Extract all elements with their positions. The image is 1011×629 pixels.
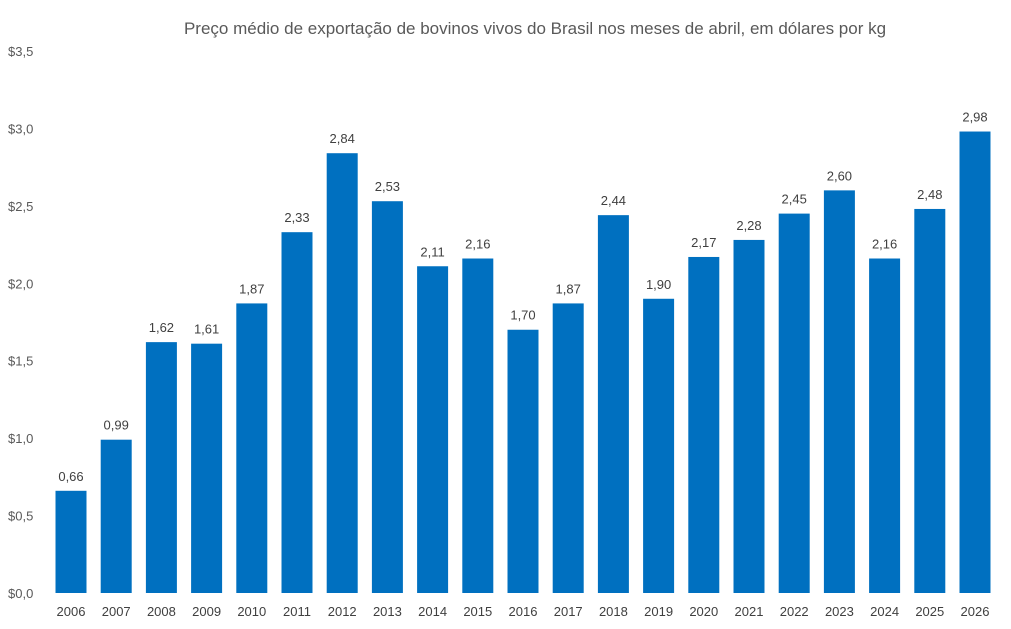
chart-title: Preço médio de exportação de bovinos viv… <box>183 19 887 38</box>
bar-value-label: 1,90 <box>646 277 671 292</box>
x-tick-label: 2023 <box>825 604 854 619</box>
bar <box>417 266 449 593</box>
x-tick-label: 2018 <box>599 604 628 619</box>
bar-value-label: 2,48 <box>917 187 942 202</box>
x-tick-label: 2025 <box>915 604 944 619</box>
x-tick-label: 2020 <box>689 604 718 619</box>
x-tick-label: 2021 <box>735 604 764 619</box>
bar <box>733 239 765 593</box>
bar <box>552 303 584 593</box>
x-tick-label: 2019 <box>644 604 673 619</box>
x-tick-label: 2017 <box>554 604 583 619</box>
bar <box>100 439 132 593</box>
bar-value-label: 2,44 <box>601 193 626 208</box>
x-tick-label: 2014 <box>418 604 447 619</box>
bar-value-label: 2,33 <box>284 210 309 225</box>
bar-value-label: 1,62 <box>149 320 174 335</box>
bar-value-label: 2,84 <box>330 131 355 146</box>
x-tick-label: 2012 <box>328 604 357 619</box>
x-tick-label: 2006 <box>57 604 86 619</box>
x-tick-label: 2011 <box>283 604 311 619</box>
bar <box>191 343 223 593</box>
x-axis: 2006 2007 2008 2009 2010 2011 2012 2013 2014 2015… <box>57 604 990 619</box>
bar-value-label: 2,28 <box>736 218 761 233</box>
x-tick-label: 2009 <box>192 604 221 619</box>
bars-group <box>55 131 991 594</box>
y-tick-label: $3,5 <box>8 44 33 59</box>
data-labels-group: 0,66 0,99 1,62 1,61 1,87 2,33 2,84 2,53 2,11 2,16… <box>58 110 987 484</box>
bar <box>778 213 810 593</box>
bar-value-label: 1,70 <box>510 308 535 323</box>
x-tick-label: 2026 <box>961 604 990 619</box>
x-tick-label: 2016 <box>509 604 538 619</box>
y-tick-label: $0,0 <box>8 586 33 601</box>
bar-value-label: 1,87 <box>239 281 264 296</box>
bar <box>145 342 177 593</box>
x-tick-label: 2007 <box>102 604 131 619</box>
bar-value-label: 2,16 <box>872 237 897 252</box>
bar-value-label: 1,87 <box>556 281 581 296</box>
y-tick-label: $1,5 <box>8 354 33 369</box>
bar <box>326 153 358 593</box>
bar <box>597 215 629 594</box>
bar <box>236 303 268 593</box>
bar-value-label: 2,16 <box>465 237 490 252</box>
y-tick-label: $2,5 <box>8 199 33 214</box>
bar <box>643 298 675 593</box>
y-tick-label: $0,5 <box>8 509 33 524</box>
y-axis: $0,0 $0,5 $1,0 $1,5 $2,0 $2,5 $3,0 $3,5 <box>8 44 33 601</box>
y-tick-label: $1,0 <box>8 431 33 446</box>
x-tick-label: 2013 <box>373 604 402 619</box>
bar <box>959 131 991 594</box>
bar <box>462 258 494 593</box>
x-tick-label: 2015 <box>463 604 492 619</box>
bar-value-label: 2,11 <box>420 244 444 259</box>
bar-value-label: 2,17 <box>691 235 716 250</box>
bar-value-label: 2,53 <box>375 179 400 194</box>
bar <box>281 232 313 593</box>
x-tick-label: 2008 <box>147 604 176 619</box>
bar-value-label: 0,99 <box>104 418 129 433</box>
bar <box>869 258 901 593</box>
bar <box>55 490 87 593</box>
bar <box>371 201 403 593</box>
x-tick-label: 2022 <box>780 604 809 619</box>
x-tick-label: 2024 <box>870 604 899 619</box>
bar-value-label: 0,66 <box>58 469 83 484</box>
x-tick-label: 2010 <box>237 604 266 619</box>
y-tick-label: $3,0 <box>8 121 33 136</box>
bar-value-label: 1,61 <box>194 322 219 337</box>
bar <box>914 208 946 593</box>
y-tick-label: $2,0 <box>8 276 33 291</box>
bar-value-label: 2,98 <box>962 110 987 125</box>
bar-value-label: 2,45 <box>782 192 807 207</box>
bar <box>507 329 539 593</box>
bar <box>688 256 720 593</box>
bar-value-label: 2,60 <box>827 168 852 183</box>
bar <box>823 190 855 593</box>
